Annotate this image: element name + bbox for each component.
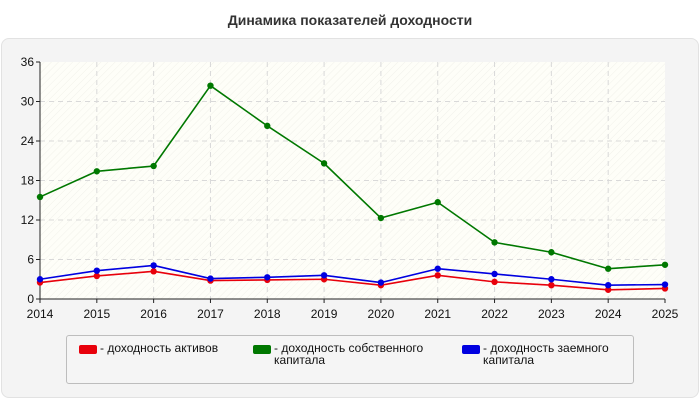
y-tick-label: 0 xyxy=(27,292,34,306)
x-tick-label: 2023 xyxy=(538,307,565,321)
data-point-s1-2019 xyxy=(320,160,328,167)
x-tick-label: 2020 xyxy=(368,307,395,321)
x-tick-label: 2014 xyxy=(27,307,54,321)
data-point-s2-2020 xyxy=(377,279,385,286)
legend-swatch-equity xyxy=(253,345,271,354)
data-point-s2-2017 xyxy=(207,275,214,282)
data-point-s1-2020 xyxy=(377,214,385,222)
x-tick-label: 2021 xyxy=(424,307,451,321)
data-point-s0-2023 xyxy=(548,281,555,289)
x-tick-label: 2018 xyxy=(254,307,281,321)
data-point-s1-2024 xyxy=(604,265,612,272)
series-line-0 xyxy=(39,270,666,291)
legend-item-equity: - доходность собственного капитала xyxy=(253,342,444,366)
data-point-s0-2021 xyxy=(434,272,441,279)
legend-swatch-borrowed xyxy=(462,345,480,354)
data-point-s0-2024 xyxy=(604,286,612,293)
x-tick-label: 2022 xyxy=(481,307,508,321)
data-point-s0-2016 xyxy=(150,268,157,275)
data-point-s2-2014 xyxy=(36,276,44,283)
data-point-s2-2016 xyxy=(150,262,157,269)
x-tick-label: 2015 xyxy=(83,307,110,321)
x-tick-label: 2016 xyxy=(140,307,167,321)
data-point-s1-2017 xyxy=(207,82,214,89)
data-point-s2-2022 xyxy=(491,270,498,278)
y-tick-label: 12 xyxy=(21,213,35,227)
data-point-s2-2018 xyxy=(264,274,271,281)
x-tick-label: 2024 xyxy=(595,307,622,321)
data-point-s1-2014 xyxy=(36,193,44,201)
data-point-s2-2023 xyxy=(548,276,555,283)
data-point-s2-2024 xyxy=(604,281,612,289)
legend: - доходность активов - доходность собств… xyxy=(66,335,634,384)
data-point-s1-2016 xyxy=(150,162,157,170)
legend-label-equity: - доходность собственного капитала xyxy=(274,341,424,367)
data-point-s2-2015 xyxy=(93,267,101,274)
data-point-s1-2023 xyxy=(548,249,555,256)
data-point-s1-2021 xyxy=(434,199,441,206)
series-line-2 xyxy=(39,264,666,286)
data-point-s1-2022 xyxy=(491,239,498,246)
legend-label-assets: - доходность активов xyxy=(100,341,219,355)
y-tick-label: 18 xyxy=(21,174,35,188)
data-point-s1-2018 xyxy=(264,122,271,130)
data-point-s1-2025 xyxy=(661,261,669,268)
legend-item-borrowed: - доходность заемного капитала xyxy=(462,342,633,366)
x-tick-label: 2019 xyxy=(311,307,338,321)
y-tick-label: 24 xyxy=(21,134,35,148)
data-point-s2-2021 xyxy=(434,265,441,272)
legend-swatch-assets xyxy=(79,345,97,354)
y-tick-label: 36 xyxy=(21,55,35,69)
data-point-s1-2015 xyxy=(93,168,101,175)
x-tick-label: 2025 xyxy=(652,307,679,321)
x-tick-label: 2017 xyxy=(197,307,224,321)
data-point-s2-2019 xyxy=(320,272,328,279)
data-point-s0-2015 xyxy=(93,272,101,280)
plot-background xyxy=(40,62,665,299)
series-line-1 xyxy=(39,84,666,270)
y-tick-label: 30 xyxy=(21,95,35,109)
legend-label-borrowed: - доходность заемного капитала xyxy=(483,341,609,367)
chart-title: Динамика показателей доходности xyxy=(227,12,473,28)
data-point-s0-2022 xyxy=(491,278,498,286)
y-tick-label: 6 xyxy=(27,253,34,267)
data-point-s2-2025 xyxy=(661,281,669,288)
legend-item-assets: - доходность активов xyxy=(79,342,218,354)
